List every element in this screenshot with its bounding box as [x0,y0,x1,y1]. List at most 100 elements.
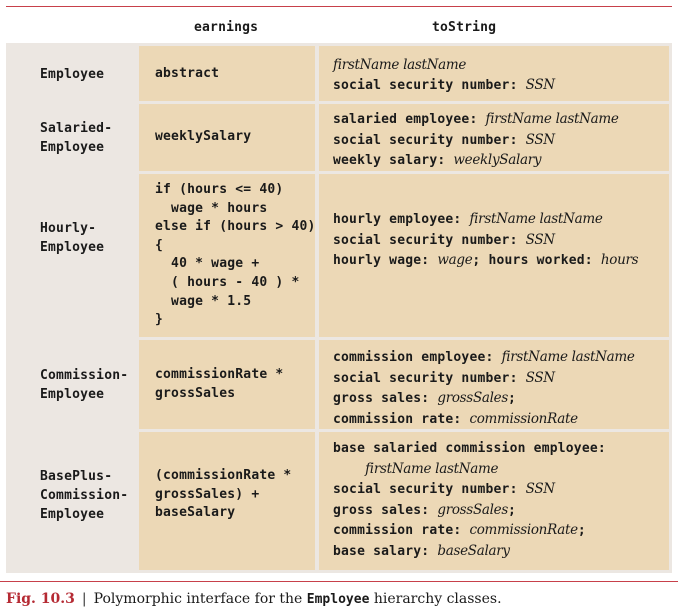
earnings-line: } [155,312,164,328]
placeholder-term: firstName lastName [501,349,635,365]
earnings-cell [139,340,315,429]
literal-text: ; [577,523,586,539]
earnings-cell [139,432,315,570]
top-rule [6,6,672,7]
earnings-line: (commissionRate * [155,468,292,483]
placeholder-term: wage [437,252,473,269]
tostring-line: social security number: SSN [333,368,635,389]
literal-text: commission rate: [333,411,470,427]
earnings-line: abstract [155,66,220,81]
earnings-line: commissionRate * [155,367,284,382]
row-label: Hourly- Employee [40,219,104,257]
placeholder-term: firstName lastName [365,460,499,477]
tostring-line: social security number: SSN [333,230,638,251]
placeholder-term: SSN [525,131,555,148]
literal-text: salaried employee: [333,112,486,127]
literal-text: base salaried commission employee: [333,441,606,456]
tostring-cell [319,104,669,171]
tostring-line: commission employee: firstName lastName [333,347,635,368]
tostring-line: firstName lastName [333,459,606,480]
placeholder-term: firstName lastName [333,57,467,73]
tostring-line: social security number: SSN [333,130,619,151]
earnings-line: ( hours - 40 ) * [155,274,300,290]
row-label-line: Employee [40,67,105,82]
row-label: BasePlus- Commission- Employee [40,467,128,524]
earnings-line: 40 * wage + [155,256,260,272]
row-label-line: Commission- [40,368,129,383]
tostring-line: social security number: SSN [333,75,555,96]
earnings-line: baseSalary [155,505,236,521]
row-label-line: Employee [40,140,105,155]
earnings-cell [139,46,315,101]
literal-text: social security number: [333,370,526,386]
placeholder-term: hours [600,252,639,269]
placeholder-term: SSN [525,76,555,93]
tostring-text: commission employee: firstName lastName s… [333,347,635,429]
bottom-rule [0,581,678,582]
row-label-line: Employee [40,507,105,522]
tostring-line: gross sales: grossSales; [333,500,606,521]
placeholder-term: commissionRate [469,410,578,427]
earnings-text: (commissionRate * grossSales) + baseSalary [155,467,291,523]
tostring-line: commission rate: commissionRate; [333,520,606,541]
literal-text: social security number: [333,232,526,248]
figure-caption: Fig. 10.3 | Polymorphic interface for the … [6,591,502,607]
placeholder-term: weeklySalary [453,152,542,169]
row-label-line: Hourly- [40,221,97,236]
earnings-text: if (hours <= 40) wage * hours else if (ho… [155,181,316,330]
placeholder-term: firstName lastName [469,211,603,227]
earnings-line: { [155,237,164,253]
earnings-text: commissionRate * grossSales [155,366,283,403]
literal-text: gross sales: [333,502,438,518]
placeholder-term: commissionRate [469,522,578,539]
tostring-line: hourly wage: wage; hours worked: hours [333,250,639,271]
tostring-line: salaried employee: firstName lastName [333,109,619,130]
placeholder-term: baseSalary [437,542,510,559]
earnings-text: abstract [155,65,219,84]
placeholder-term: firstName lastName [485,111,619,127]
literal-text: hourly wage: [333,253,438,269]
earnings-text: weeklySalary [155,128,251,147]
tostring-text: firstName lastName social security number… [333,55,555,95]
literal-text: ; hours worked: [472,253,601,269]
caption-text-after: hierarchy classes. [369,591,502,607]
row-label-line: Salaried- [40,121,113,136]
row-label: Employee [40,65,104,84]
tostring-text: base salaried commission employee: first… [333,438,606,562]
placeholder-term: grossSales [437,501,508,518]
row-label-line: Employee [40,387,105,402]
literal-text: base salary: [333,543,438,559]
tostring-cell [319,46,669,101]
literal-text: social security number: [333,77,526,93]
literal-text: commission rate: [333,523,470,539]
header-earnings: earnings [194,20,259,35]
earnings-cell [139,104,315,171]
row-label-line: Employee [40,240,105,255]
tostring-line: firstName lastName [333,55,555,75]
caption-class-name: Employee [306,592,370,607]
tostring-line: weekly salary: weeklySalary [333,150,619,171]
literal-text: hourly employee: [333,212,470,227]
earnings-line: if (hours <= 40) [155,182,284,197]
tostring-line: hourly employee: firstName lastName [333,209,638,230]
literal-text [333,462,365,477]
row-label: Commission- Employee [40,366,128,404]
literal-text: commission employee: [333,350,502,365]
literal-text: weekly salary: [333,153,454,169]
literal-text: social security number: [333,132,526,148]
tostring-line: commission rate: commissionRate [333,409,635,430]
earnings-line: grossSales) + [155,486,260,502]
tostring-line: gross sales: grossSales; [333,388,635,409]
row-label: Salaried- Employee [40,119,112,157]
earnings-line: grossSales [155,385,236,401]
figure-number: Fig. 10.3 [6,591,75,607]
row-label-line: BasePlus- [40,469,113,484]
tostring-line: base salaried commission employee: [333,438,606,459]
tostring-text: salaried employee: firstName lastName soc… [333,109,619,171]
tostring-line: base salary: baseSalary [333,541,606,562]
placeholder-term: SSN [525,231,555,248]
placeholder-term: grossSales [437,390,508,407]
tostring-line: social security number: SSN [333,479,606,500]
caption-text-before: Polymorphic interface for the [93,591,307,607]
earnings-line: else if (hours > 40) [155,219,316,235]
